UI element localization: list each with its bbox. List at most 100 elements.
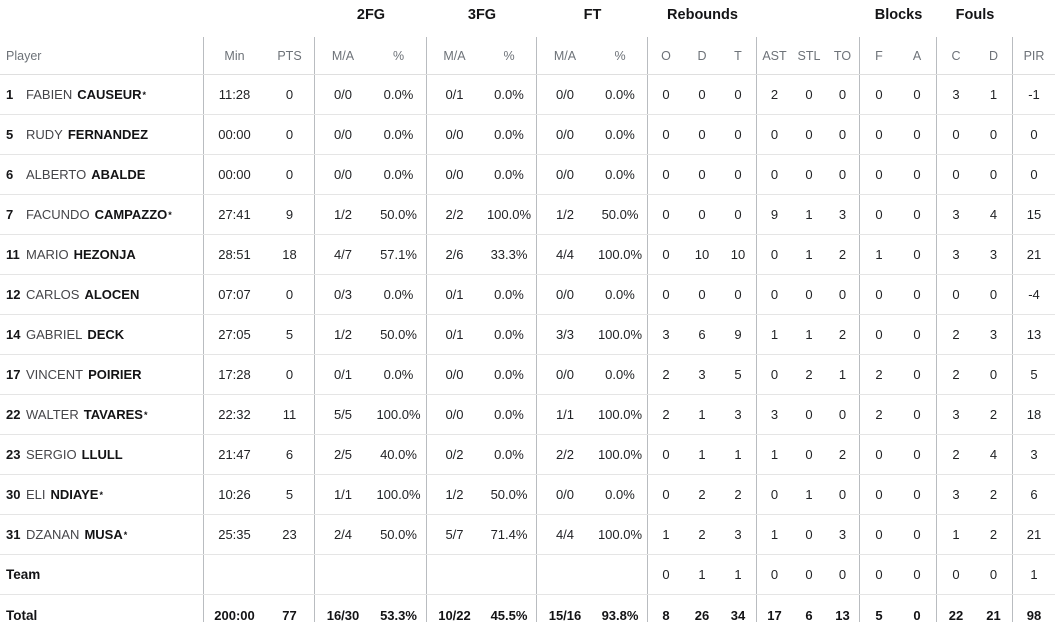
col-min: Min bbox=[224, 48, 245, 63]
player-last-name: CAUSEUR bbox=[77, 87, 142, 102]
group-blocks: Blocks bbox=[874, 7, 923, 23]
fg3-percent-cell: 0.0% bbox=[482, 355, 537, 394]
table-row: 7 FACUNDO CAMPAZZO * 27:41 9 1/2 50.0% 2… bbox=[0, 195, 1055, 235]
steals-cell: 1 bbox=[805, 327, 813, 342]
player-cell: 30 ELI NDIAYE * bbox=[0, 475, 204, 514]
blocks-for-cell: 0 bbox=[875, 207, 883, 222]
rebounds-offensive-cell: 1 bbox=[662, 527, 670, 542]
player-first-name: CARLOS bbox=[26, 287, 80, 302]
fg2-made-attempted-cell: 5/5 bbox=[333, 407, 353, 422]
jersey-number: 22 bbox=[6, 407, 21, 422]
fouls-committed-cell: 2 bbox=[952, 367, 960, 382]
ft-percent-cell: 100.0% bbox=[593, 235, 648, 274]
player-first-name: GABRIEL bbox=[26, 327, 83, 342]
pts-cell: 77 bbox=[265, 595, 315, 622]
starter-mark: * bbox=[168, 209, 172, 220]
blocks-for-cell: 0 bbox=[875, 527, 883, 542]
pir-cell: 0 bbox=[1030, 127, 1038, 142]
fg2-percent-cell: 100.0% bbox=[371, 475, 427, 514]
steals-cell: 1 bbox=[805, 487, 813, 502]
pir-cell: 5 bbox=[1030, 367, 1038, 382]
turnovers-cell: 13 bbox=[826, 595, 860, 622]
player-first-name: FACUNDO bbox=[26, 207, 90, 222]
assists-cell: 2 bbox=[770, 87, 779, 102]
ft-percent-cell: 50.0% bbox=[593, 195, 648, 234]
turnovers-cell: 0 bbox=[826, 75, 860, 114]
fouls-committed-cell: 3 bbox=[952, 487, 960, 502]
fouls-committed-cell: 2 bbox=[952, 447, 960, 462]
fg2-made-attempted-cell: 0/3 bbox=[333, 287, 353, 302]
rebounds-defensive-cell: 2 bbox=[698, 527, 706, 542]
blocks-for-cell: 0 bbox=[875, 567, 883, 582]
steals-cell: 0 bbox=[805, 167, 813, 182]
player-cell: 22 WALTER TAVARES * bbox=[0, 395, 204, 434]
player-cell: 23 SERGIO LLULL bbox=[0, 435, 204, 474]
turnovers-cell: 3 bbox=[826, 195, 860, 234]
pts-cell: 0 bbox=[265, 275, 315, 314]
rebounds-defensive-cell: 26 bbox=[694, 607, 710, 622]
blocks-for-cell: 2 bbox=[875, 407, 883, 422]
ft-made-attempted-cell: 1/2 bbox=[555, 207, 575, 222]
player-first-name: MARIO bbox=[26, 247, 69, 262]
assists-cell: 9 bbox=[770, 207, 779, 222]
rebounds-offensive-cell: 0 bbox=[662, 247, 670, 262]
fg3-percent-cell: 33.3% bbox=[482, 235, 537, 274]
blocks-against-cell: 0 bbox=[898, 435, 937, 474]
rebounds-total-cell: 3 bbox=[720, 395, 757, 434]
min-cell: 25:35 bbox=[218, 527, 251, 542]
fouls-committed-cell: 0 bbox=[952, 567, 960, 582]
blocks-against-cell: 0 bbox=[898, 195, 937, 234]
steals-cell: 6 bbox=[805, 607, 813, 622]
ft-percent-cell: 93.8% bbox=[593, 595, 648, 622]
fouls-committed-cell: 3 bbox=[952, 87, 960, 102]
player-cell: 12 CARLOS ALOCEN bbox=[0, 275, 204, 314]
rebounds-total-cell: 5 bbox=[720, 355, 757, 394]
fg3-made-attempted-cell: 0/0 bbox=[445, 167, 464, 182]
player-first-name: SERGIO bbox=[26, 447, 77, 462]
table-body: 1 FABIEN CAUSEUR * 11:28 0 0/0 0.0% 0/1 … bbox=[0, 75, 1055, 622]
player-cell: 6 ALBERTO ABALDE bbox=[0, 155, 204, 194]
rebounds-offensive-cell: 2 bbox=[662, 367, 670, 382]
fg2-percent-cell: 53.3% bbox=[371, 595, 427, 622]
min-cell: 00:00 bbox=[218, 127, 251, 142]
fouls-drawn-cell: 1 bbox=[975, 75, 1013, 114]
blocks-against-cell: 0 bbox=[898, 595, 937, 622]
starter-mark: * bbox=[99, 489, 103, 500]
fg2-percent-cell: 50.0% bbox=[371, 315, 427, 354]
assists-cell: 0 bbox=[770, 247, 779, 262]
pts-cell: 0 bbox=[265, 115, 315, 154]
player-last-name: DECK bbox=[87, 327, 125, 342]
table-row: 31 DZANAN MUSA * 25:35 23 2/4 50.0% 5/7 … bbox=[0, 515, 1055, 555]
rebounds-total-cell: 0 bbox=[720, 75, 757, 114]
col-3fg-pct: % bbox=[482, 37, 537, 74]
rebounds-offensive-cell: 0 bbox=[662, 287, 670, 302]
blocks-for-cell: 0 bbox=[875, 287, 883, 302]
rebounds-offensive-cell: 0 bbox=[662, 487, 670, 502]
table-row: 12 CARLOS ALOCEN 07:07 0 0/3 0.0% 0/1 0.… bbox=[0, 275, 1055, 315]
ft-made-attempted-cell: 1/1 bbox=[555, 407, 575, 422]
blocks-against-cell: 0 bbox=[898, 515, 937, 554]
pir-cell: 21 bbox=[1026, 527, 1042, 542]
fg3-percent-cell: 71.4% bbox=[482, 515, 537, 554]
fg2-percent-cell: 50.0% bbox=[371, 195, 427, 234]
turnovers-cell: 1 bbox=[826, 355, 860, 394]
jersey-number: 5 bbox=[6, 127, 14, 142]
jersey-number: 1 bbox=[6, 87, 14, 102]
fg2-percent-cell: 100.0% bbox=[371, 395, 427, 434]
pts-cell: 9 bbox=[265, 195, 315, 234]
fg3-made-attempted-cell: 0/0 bbox=[445, 367, 464, 382]
pts-cell: 11 bbox=[265, 395, 315, 434]
fg2-made-attempted-cell: 16/30 bbox=[326, 607, 360, 622]
assists-cell: 0 bbox=[770, 367, 779, 382]
rebounds-defensive-cell: 1 bbox=[698, 567, 706, 582]
ft-made-attempted-cell: 0/0 bbox=[555, 167, 575, 182]
steals-cell: 0 bbox=[805, 287, 813, 302]
ft-made-attempted-cell: 2/2 bbox=[555, 447, 575, 462]
table-row: 30 ELI NDIAYE * 10:26 5 1/1 100.0% 1/2 5… bbox=[0, 475, 1055, 515]
pir-cell: 98 bbox=[1026, 607, 1042, 622]
pir-cell: 13 bbox=[1026, 327, 1042, 342]
player-first-name: DZANAN bbox=[26, 527, 80, 542]
rebounds-defensive-cell: 3 bbox=[698, 367, 706, 382]
rebounds-offensive-cell: 2 bbox=[662, 407, 670, 422]
min-cell: 27:05 bbox=[218, 327, 251, 342]
